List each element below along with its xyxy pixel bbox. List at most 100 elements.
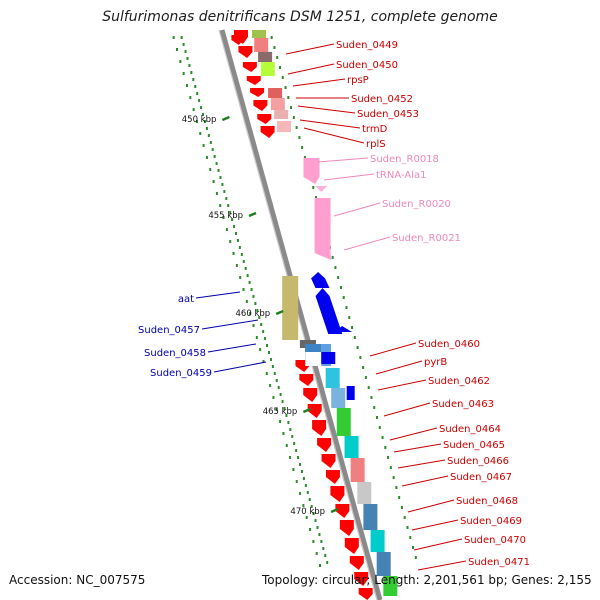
gc-dot [264,337,267,340]
gc-dot [312,512,315,515]
gc-dot [299,463,302,466]
gene-color-block [274,110,289,120]
gc-dot [303,156,306,159]
gc-dot [398,496,401,499]
gc-dot [384,446,387,449]
gc-dot [298,136,301,139]
gc-dot [409,536,412,539]
gene-color-block [336,408,351,436]
gc-dot [281,76,284,79]
gc-dot [302,504,305,507]
gc-dot [272,396,275,399]
gc-dot [262,330,265,333]
gc-dot [345,306,348,309]
gc-dot [292,116,295,119]
kbp-tick-mark [330,507,339,514]
gene-label-suden-0459: Suden_0459 [150,368,212,379]
gc-dot [283,407,286,410]
gc-dot [180,36,183,39]
gc-dot [305,516,308,519]
gc-dot [225,197,228,200]
forward-cds-arrow [299,374,314,386]
gene-color-block [325,368,340,388]
gc-dot [249,312,252,315]
gc-dot [221,183,224,186]
gc-dot [227,204,230,207]
gc-dot [266,344,269,347]
gc-dot [334,266,337,269]
gc-dot [207,134,210,137]
feature-tracks [231,30,398,600]
gc-dot [284,86,287,89]
label-connectors [195,43,467,571]
gc-dot [217,169,220,172]
gene-label-suden-0469: Suden_0469 [460,516,522,527]
gc-dot [306,491,309,494]
gene-color-block [357,482,372,504]
forward-cds-arrow [335,504,350,518]
gc-dot [314,519,317,522]
gc-dot [179,60,182,63]
gc-dot [260,323,263,326]
gc-dot [188,64,191,67]
gene-label-suden-0452: Suden_0452 [351,94,413,105]
gc-dot [196,92,199,95]
gene-label-pyrb: pyrB [424,357,447,368]
gc-dot [291,435,294,438]
forward-cds-arrow [242,62,257,72]
label-connector [411,519,459,531]
gc-dot [273,372,276,375]
gene-color-block [264,76,279,88]
kbp-tick-mark [302,407,311,414]
gc-dot [269,384,272,387]
forward-cds-arrow [312,420,327,436]
gc-dot [287,96,290,99]
gene-color-block [344,436,359,458]
gc-dot [172,36,175,39]
gc-dot [244,267,247,270]
gc-dot [320,540,323,543]
gc-dot [189,96,192,99]
gc-dot [192,108,195,111]
gene-label-suden-0463: Suden_0463 [432,399,494,410]
gc-dot [205,127,208,130]
forward-cds-arrow [257,114,272,124]
kbp-tick-mark [221,115,230,122]
label-connector [413,538,463,551]
gc-dot [292,468,295,471]
gc-dot [324,554,327,557]
gc-dot [248,281,251,284]
genome-summary: Topology: circular; Length: 2,201,561 bp… [262,573,592,587]
kbp-tick-label: 450 kbp [182,115,217,125]
gc-dot [387,456,390,459]
label-connector [417,560,467,571]
gc-dot [367,386,370,389]
gc-dot [308,498,311,501]
gene-color-block [260,62,275,76]
gene-color-block [252,30,266,38]
genome-title: Sulfurimonas denitrificans DSM 1251, com… [102,9,498,25]
gc-dot [271,365,274,368]
label-connector [377,379,427,391]
gc-dot [219,176,222,179]
gc-dot [289,428,292,431]
gc-dot [238,246,241,249]
forward-cds-arrow [314,198,332,260]
gc-dot [315,552,318,555]
gene-label-trna-ala1: tRNA-Ala1 [376,170,426,181]
gc-dot [209,168,212,171]
gc-dot [289,456,292,459]
gc-dot [209,141,212,144]
gc-dot [316,526,319,529]
gc-dot [203,120,206,123]
gene-label-suden-0471: Suden_0471 [468,557,530,568]
gc-dot [342,296,345,299]
gc-dot [236,239,239,242]
gc-dot [252,295,255,298]
gc-dot [222,216,225,219]
gene-label-suden-0468: Suden_0468 [456,496,518,507]
kbp-ticks: 450 kbp 455 kbp 460 kbp 465 kbp 470 kbp [182,115,339,517]
gc-dot [195,120,198,123]
gene-label-rpsp: rpsP [347,75,369,86]
label-connector [343,236,391,251]
